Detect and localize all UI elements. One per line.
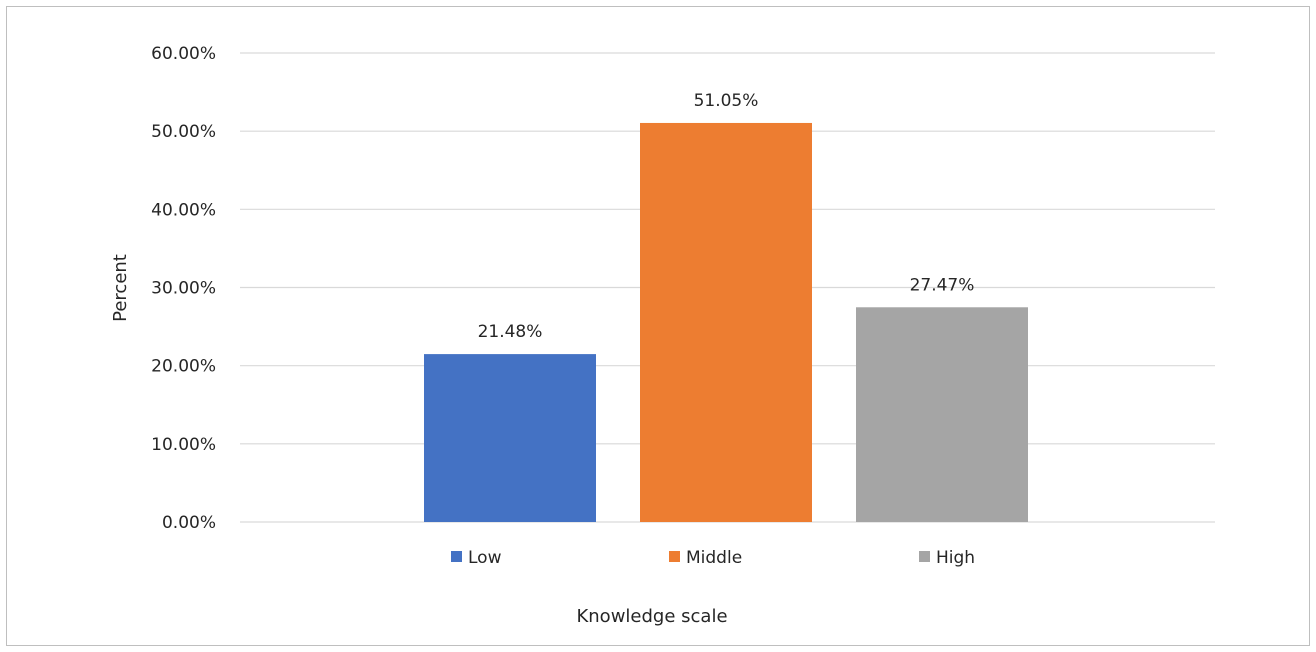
legend-swatch-middle [669,551,680,562]
y-axis-title: Percent [110,254,131,322]
legend-swatch-low [451,551,462,562]
legend-label-middle: Middle [686,548,742,568]
y-tick-label: 0.00% [162,513,216,533]
y-tick-label: 60.00% [151,44,216,64]
bar-high [856,307,1028,522]
y-tick-label: 10.00% [151,435,216,455]
data-label-middle: 51.05% [694,91,759,111]
bars [424,122,1028,522]
data-label-high: 27.47% [910,275,975,295]
y-tick-label: 30.00% [151,279,216,299]
y-tick-label: 40.00% [151,200,216,220]
bar-middle [640,122,812,522]
y-axis-tick-labels: 0.00% 10.00% 20.00% 30.00% 40.00% 50.00% 60.00… [151,44,216,533]
legend-label-low: Low [468,548,502,568]
bar-low [424,354,596,522]
y-tick-label: 50.00% [151,122,216,142]
x-axis-title: Knowledge scale [576,606,727,627]
data-labels: 21.48% 51.05% 27.47% [478,91,975,342]
legend-swatch-high [919,551,930,562]
legend-label-high: High [936,548,975,568]
data-label-low: 21.48% [478,322,543,342]
legend: Low Middle High [451,548,975,568]
y-tick-label: 20.00% [151,357,216,377]
